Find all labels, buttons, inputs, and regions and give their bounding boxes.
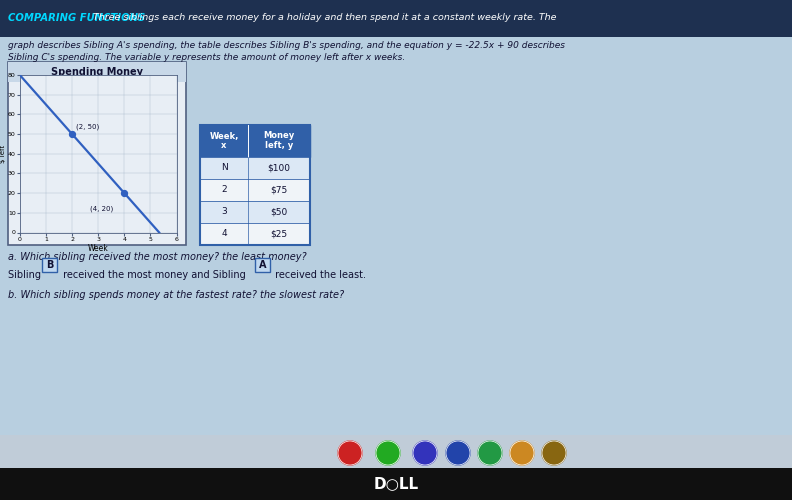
FancyBboxPatch shape bbox=[0, 0, 792, 37]
Text: A: A bbox=[259, 260, 266, 270]
FancyBboxPatch shape bbox=[8, 62, 186, 82]
Text: N: N bbox=[221, 164, 227, 172]
FancyBboxPatch shape bbox=[200, 223, 310, 245]
Text: Sibling: Sibling bbox=[8, 270, 44, 280]
FancyBboxPatch shape bbox=[0, 435, 792, 470]
FancyBboxPatch shape bbox=[42, 258, 57, 272]
Text: $75: $75 bbox=[270, 186, 287, 194]
Text: 2: 2 bbox=[221, 186, 227, 194]
Text: $25: $25 bbox=[270, 230, 287, 238]
Text: (4, 20): (4, 20) bbox=[90, 206, 113, 212]
Text: graph describes Sibling A's spending, the table describes Sibling B's spending, : graph describes Sibling A's spending, th… bbox=[8, 41, 565, 50]
Circle shape bbox=[478, 441, 502, 465]
Point bbox=[66, 130, 78, 138]
Text: Week,: Week, bbox=[209, 132, 238, 140]
Text: D○LL: D○LL bbox=[374, 476, 418, 492]
FancyBboxPatch shape bbox=[200, 125, 310, 157]
FancyBboxPatch shape bbox=[200, 157, 310, 179]
Circle shape bbox=[376, 441, 400, 465]
Text: Sibling C's spending. The variable y represents the amount of money left after x: Sibling C's spending. The variable y rep… bbox=[8, 53, 406, 62]
Y-axis label: $ left: $ left bbox=[0, 144, 6, 163]
FancyBboxPatch shape bbox=[255, 258, 270, 272]
Text: B: B bbox=[46, 260, 53, 270]
Text: 4: 4 bbox=[221, 230, 227, 238]
Text: $100: $100 bbox=[268, 164, 291, 172]
Text: x: x bbox=[221, 142, 227, 150]
Text: received the least.: received the least. bbox=[272, 270, 366, 280]
FancyBboxPatch shape bbox=[200, 201, 310, 223]
Text: COMPARING FUNCTIONS: COMPARING FUNCTIONS bbox=[8, 13, 145, 23]
Circle shape bbox=[338, 441, 362, 465]
Text: Spending Money: Spending Money bbox=[51, 67, 143, 77]
Text: (2, 50): (2, 50) bbox=[76, 123, 99, 130]
Text: Three siblings each receive money for a holiday and then spend it at a constant : Three siblings each receive money for a … bbox=[89, 14, 556, 22]
FancyBboxPatch shape bbox=[200, 179, 310, 201]
Circle shape bbox=[542, 441, 566, 465]
Point bbox=[118, 189, 131, 197]
Text: a. Which sibling received the most money? the least money?: a. Which sibling received the most money… bbox=[8, 252, 307, 262]
Text: received the most money and Sibling: received the most money and Sibling bbox=[60, 270, 249, 280]
Text: 3: 3 bbox=[221, 208, 227, 216]
FancyBboxPatch shape bbox=[0, 468, 792, 500]
Text: b. Which sibling spends money at the fastest rate? the slowest rate?: b. Which sibling spends money at the fas… bbox=[8, 290, 345, 300]
FancyBboxPatch shape bbox=[8, 62, 186, 245]
Text: $50: $50 bbox=[270, 208, 287, 216]
Text: Money: Money bbox=[264, 132, 295, 140]
Circle shape bbox=[510, 441, 534, 465]
Circle shape bbox=[413, 441, 437, 465]
Circle shape bbox=[446, 441, 470, 465]
Text: left, y: left, y bbox=[265, 142, 293, 150]
X-axis label: Week: Week bbox=[88, 244, 109, 254]
